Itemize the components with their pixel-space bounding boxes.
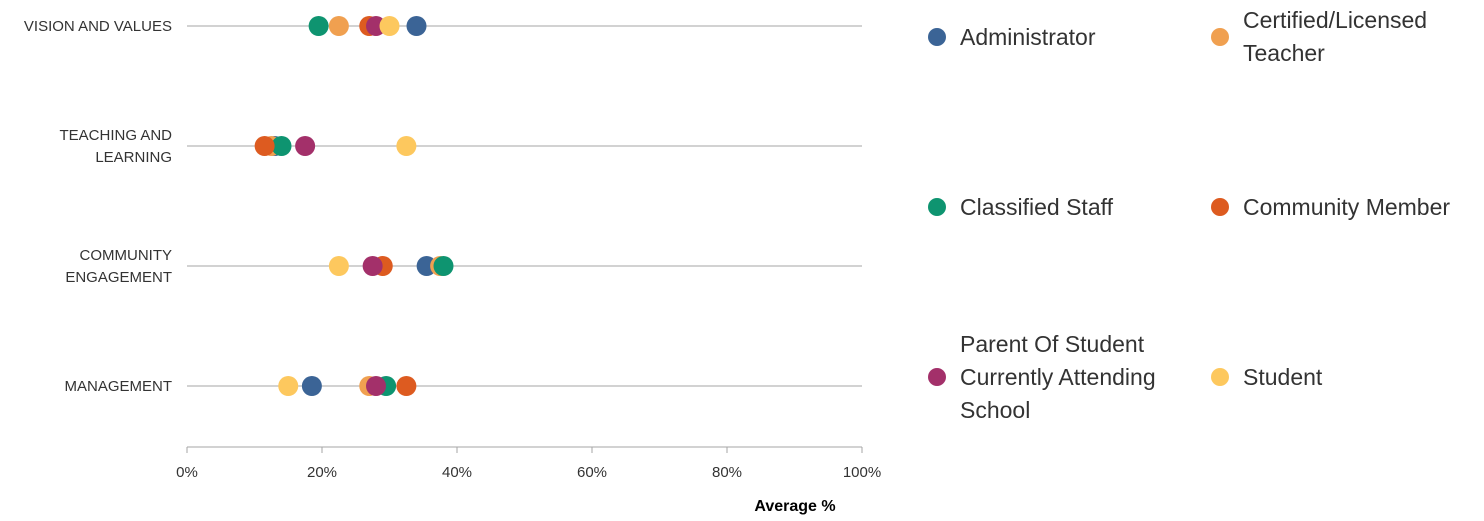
legend-item: Classified Staff [928, 191, 1180, 224]
legend-label: Student [1243, 363, 1323, 390]
x-axis-label: Average % [754, 498, 836, 515]
legend-label: Administrator [960, 23, 1096, 50]
category-label: VISION AND VALUES [0, 16, 172, 38]
legend-swatch [1211, 368, 1229, 386]
data-point [396, 376, 417, 396]
category-label-line: TEACHING AND [59, 127, 172, 144]
data-point [406, 16, 427, 36]
data-point [254, 136, 275, 156]
x-tick-label: 40% [441, 464, 473, 481]
legend-label: Parent Of Student Currently Attending Sc… [960, 330, 1156, 423]
legend-swatch [1211, 198, 1229, 216]
x-tick-label: 60% [576, 464, 608, 481]
data-point [379, 16, 400, 36]
data-point [271, 136, 292, 156]
category-label: TEACHING AND LEARNING [0, 125, 172, 169]
category-label: COMMUNITY ENGAGEMENT [0, 245, 172, 289]
legend-swatch [928, 198, 946, 216]
data-point [328, 256, 349, 276]
legend-swatch [928, 368, 946, 386]
category-label-line: MANAGEMENT [64, 378, 172, 395]
legend-item: Certified/Licensed Teacher [1211, 4, 1484, 70]
data-point [366, 376, 386, 396]
legend-item: Community Member [1211, 191, 1484, 224]
data-point [362, 256, 383, 276]
category-label-line: LEARNING [95, 149, 172, 166]
legend-label: Classified Staff [960, 193, 1113, 220]
data-point [328, 16, 349, 36]
legend-swatch [1211, 28, 1229, 46]
category-label-line: VISION AND VALUES [23, 18, 172, 35]
legend-label: Certified/Licensed Teacher [1243, 7, 1428, 66]
data-point [308, 16, 329, 36]
legend-swatch [928, 28, 946, 46]
category-label-line: ENGAGEMENT [65, 269, 172, 286]
legend-item: Student [1211, 361, 1484, 394]
data-point [301, 376, 322, 396]
data-point [396, 136, 417, 156]
data-point [433, 256, 454, 276]
legend-label: Community Member [1243, 193, 1451, 220]
category-label: MANAGEMENT [0, 376, 172, 398]
legend-item: Administrator [928, 21, 1180, 54]
data-point [278, 376, 299, 396]
x-tick-label: 0% [176, 464, 198, 481]
category-label-line: COMMUNITY [79, 247, 173, 264]
x-tick-label: 80% [711, 464, 743, 481]
x-tick-label: 100% [842, 464, 882, 481]
legend-item: Parent Of Student Currently Attending Sc… [928, 328, 1180, 427]
x-tick-label: 20% [306, 464, 338, 481]
data-point [295, 136, 316, 156]
